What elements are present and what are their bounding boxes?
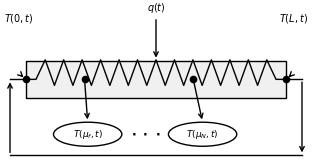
Ellipse shape	[53, 122, 122, 146]
Text: $T(\mu_f, t)$: $T(\mu_f, t)$	[73, 128, 103, 141]
Bar	[26, 61, 286, 98]
Text: $\mathbf{\cdot\ \cdot\ \cdot}$: $\mathbf{\cdot\ \cdot\ \cdot}$	[131, 128, 162, 141]
Text: $T(\mu_N, t)$: $T(\mu_N, t)$	[186, 128, 219, 141]
Text: $q(t)$: $q(t)$	[147, 1, 165, 15]
Text: $T(0, t)$: $T(0, t)$	[4, 12, 33, 25]
Text: $T(L, t)$: $T(L, t)$	[279, 12, 308, 25]
Ellipse shape	[168, 122, 237, 146]
